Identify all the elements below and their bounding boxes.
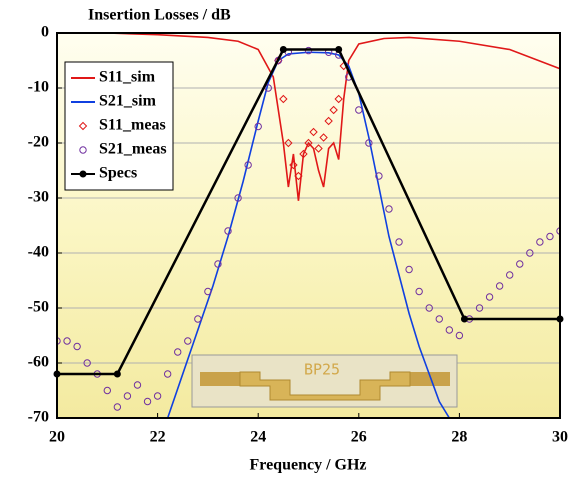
series-line [57, 33, 560, 201]
legend-label: Specs [99, 165, 137, 182]
marker [234, 194, 242, 202]
marker [279, 46, 287, 53]
x-tick-label: 26 [351, 429, 367, 446]
marker [334, 94, 343, 104]
x-axis-label: Frequency / GHz [249, 457, 366, 474]
legend-label: S11_sim [99, 69, 156, 86]
y-tick-label: -60 [28, 354, 49, 371]
legend-label: S21_meas [99, 141, 167, 158]
marker [113, 403, 122, 411]
marker [526, 249, 534, 257]
x-tick-label: 30 [552, 429, 568, 446]
chart-title: Insertion Losses / dB [88, 7, 231, 24]
marker [57, 337, 61, 345]
marker [314, 144, 323, 153]
marker [506, 271, 514, 279]
marker [485, 293, 494, 301]
marker [309, 127, 318, 137]
marker [73, 342, 81, 351]
marker [78, 121, 88, 131]
marker [445, 326, 454, 334]
marker [516, 260, 524, 268]
marker [536, 238, 544, 246]
marker [244, 161, 252, 169]
marker [425, 304, 433, 312]
marker [284, 138, 293, 148]
marker [194, 315, 202, 323]
marker [546, 232, 554, 241]
series-line [57, 48, 560, 376]
marker [204, 287, 212, 296]
marker [460, 315, 468, 323]
marker [294, 171, 303, 181]
marker [143, 397, 152, 406]
marker [254, 122, 262, 131]
marker [214, 260, 222, 268]
y-tick-label: -10 [28, 79, 49, 96]
y-tick-label: -30 [28, 189, 49, 206]
marker [103, 386, 112, 395]
x-tick-label: 20 [49, 429, 65, 446]
marker [556, 315, 564, 323]
marker [299, 149, 308, 159]
marker [224, 227, 232, 235]
legend: S11_sim S21_sim S11_meas S21_meas Specs [64, 61, 174, 191]
legend-box [64, 61, 174, 191]
marker [319, 133, 328, 142]
marker [79, 170, 87, 178]
marker [289, 160, 298, 170]
x-tick-label: 24 [250, 429, 266, 446]
marker [455, 331, 464, 340]
marker [405, 265, 413, 274]
marker [475, 304, 484, 312]
y-tick-label: 0 [41, 24, 49, 41]
legend-label: S21_sim [99, 93, 157, 110]
marker [279, 94, 288, 104]
marker [375, 172, 383, 180]
marker [63, 337, 71, 345]
marker [395, 238, 403, 246]
marker [53, 370, 61, 378]
marker [415, 287, 423, 296]
inset-photo: BP25 [191, 354, 458, 408]
marker [123, 392, 132, 400]
marker [435, 315, 443, 323]
inset-label: BP25 [304, 361, 340, 379]
plot-frame [56, 32, 561, 419]
marker [365, 139, 373, 147]
marker [335, 46, 343, 53]
marker [495, 282, 504, 290]
marker [133, 381, 142, 389]
marker [113, 370, 121, 378]
marker [329, 105, 338, 115]
marker [83, 359, 91, 367]
y-tick-label: -70 [28, 409, 49, 426]
y-tick-label: -20 [28, 134, 49, 151]
legend-label: S11_meas [99, 117, 166, 134]
marker [153, 392, 162, 400]
marker [304, 138, 313, 148]
marker [163, 370, 172, 378]
marker [174, 348, 182, 356]
x-tick-label: 28 [451, 429, 467, 446]
marker [355, 106, 363, 114]
y-tick-label: -50 [28, 299, 49, 316]
y-tick-label: -40 [28, 244, 49, 261]
marker [385, 205, 393, 213]
marker [184, 337, 192, 345]
series-line [166, 51, 451, 418]
x-tick-label: 22 [150, 429, 166, 446]
marker [324, 116, 333, 126]
marker [79, 146, 87, 154]
